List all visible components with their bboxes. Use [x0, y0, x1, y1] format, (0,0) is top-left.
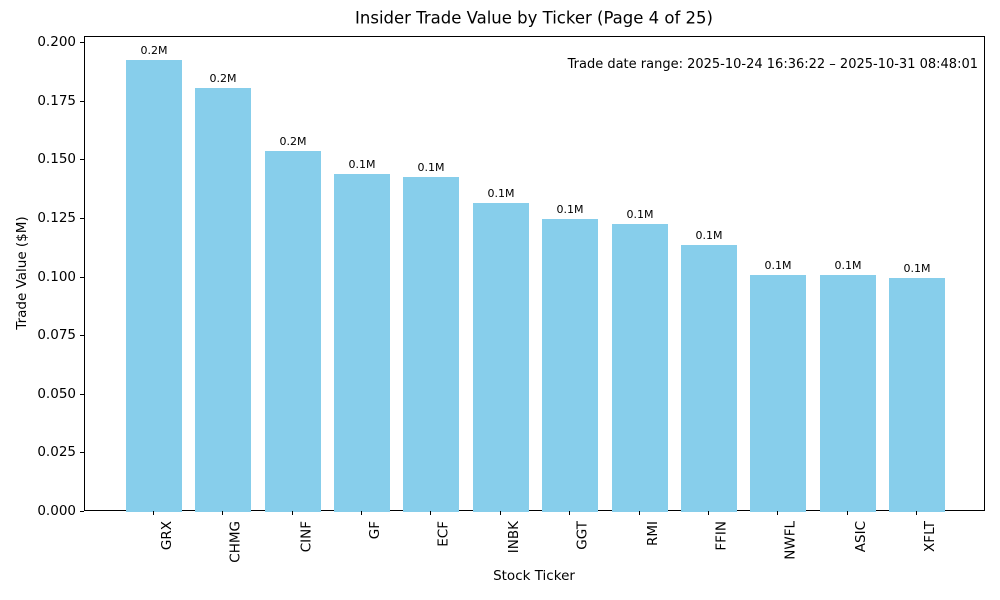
y-tick-label: 0.150 [37, 151, 76, 167]
x-tick-label-chmg: CHMG [228, 521, 244, 563]
date-range-annotation: Trade date range: 2025-10-24 16:36:22 – … [567, 57, 978, 72]
bar-ecf [403, 177, 459, 512]
y-tick-label: 0.100 [37, 269, 76, 285]
y-tick-label: 0.050 [37, 386, 76, 402]
x-tick-label-gf: GF [367, 521, 383, 540]
x-tick-mark [153, 511, 154, 515]
bar-gf [334, 174, 390, 512]
plot-area: Trade date range: 2025-10-24 16:36:22 – … [84, 36, 985, 512]
bar-value-label: 0.1M [903, 262, 931, 275]
bar-ggt [542, 219, 598, 512]
x-axis-label-text: Stock Ticker [493, 568, 575, 584]
y-tick-label: 0.000 [37, 503, 76, 519]
y-tick-label: 0.175 [37, 93, 76, 109]
x-tick-label-ffin: FFIN [714, 521, 730, 551]
x-tick-label-xflt: XFLT [922, 521, 938, 552]
bar-value-label: 0.2M [279, 135, 307, 148]
x-tick-mark [847, 511, 848, 515]
y-tick-label: 0.125 [37, 210, 76, 226]
y-tick-mark [80, 452, 84, 453]
x-tick-label-rmi: RMI [645, 521, 661, 547]
x-tick-label-nwfl: NWFL [783, 521, 799, 560]
chart-title-text: Insider Trade Value by Ticker (Page 4 of… [355, 8, 713, 28]
y-tick-mark [80, 42, 84, 43]
y-tick-mark [80, 511, 84, 512]
bar-value-label: 0.2M [140, 44, 168, 57]
bar-xflt [889, 278, 945, 512]
x-tick-label-ecf: ECF [436, 521, 452, 547]
bar-value-label: 0.2M [209, 72, 237, 85]
x-tick-label-ggt: GGT [575, 521, 591, 550]
bar-ffin [681, 245, 737, 512]
bar-value-label: 0.1M [695, 229, 723, 242]
bar-inbk [473, 203, 529, 512]
x-tick-mark [708, 511, 709, 515]
x-tick-label-cinf: CINF [298, 521, 314, 553]
y-tick-label: 0.200 [37, 34, 76, 50]
bar-nwfl [750, 275, 806, 512]
x-tick-mark [777, 511, 778, 515]
bar-chmg [195, 88, 251, 512]
x-tick-mark [639, 511, 640, 515]
bar-value-label: 0.1M [487, 187, 515, 200]
y-tick-mark [80, 218, 84, 219]
y-tick-label: 0.075 [37, 327, 76, 343]
y-tick-mark [80, 335, 84, 336]
y-tick-mark [80, 101, 84, 102]
x-tick-mark [916, 511, 917, 515]
x-tick-mark [222, 511, 223, 515]
bar-value-label: 0.1M [834, 259, 862, 272]
x-tick-label-asic: ASIC [853, 521, 869, 553]
bar-cinf [265, 151, 321, 512]
y-tick-label: 0.025 [37, 444, 76, 460]
x-tick-label-grx: GRX [159, 521, 175, 551]
x-tick-mark [569, 511, 570, 515]
bar-value-label: 0.1M [764, 259, 792, 272]
y-tick-mark [80, 277, 84, 278]
x-tick-mark [430, 511, 431, 515]
bar-rmi [612, 224, 668, 512]
y-axis-label-text: Trade Value ($M) [14, 216, 30, 330]
x-tick-mark [500, 511, 501, 515]
x-tick-mark [361, 511, 362, 515]
x-tick-mark [292, 511, 293, 515]
bar-asic [820, 275, 876, 512]
x-tick-label-inbk: INBK [506, 521, 522, 554]
bar-value-label: 0.1M [348, 158, 376, 171]
bar-grx [126, 60, 182, 512]
bar-value-label: 0.1M [417, 161, 445, 174]
y-tick-mark [80, 394, 84, 395]
bar-value-label: 0.1M [556, 203, 584, 216]
bar-value-label: 0.1M [626, 208, 654, 221]
y-tick-mark [80, 159, 84, 160]
